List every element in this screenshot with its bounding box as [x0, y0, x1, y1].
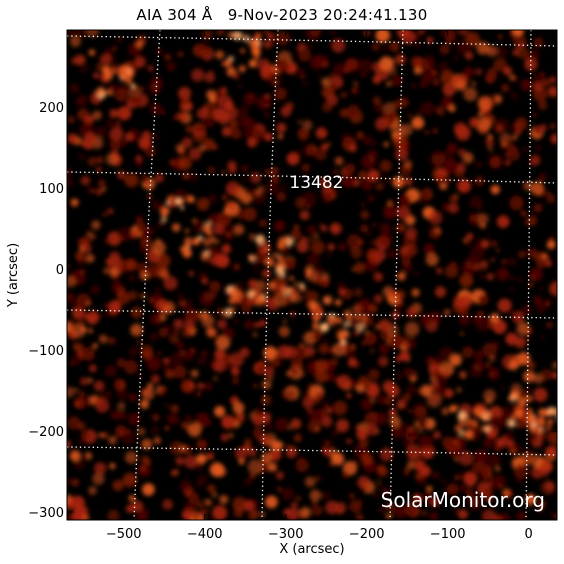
- solar-image: [67, 30, 557, 520]
- y-tick-label: 200: [39, 101, 64, 116]
- image-title: AIA 304 Å 9-Nov-2023 20:24:41.130: [136, 6, 428, 24]
- x-axis-label: X (arcsec): [279, 542, 344, 557]
- y-axis-ticks: 200 100 0 −100 −200 −300: [28, 101, 557, 521]
- x-tick-label: 0: [525, 527, 533, 542]
- latitude-line: [67, 309, 557, 319]
- y-tick-label: −300: [28, 506, 64, 521]
- y-tick-label: −100: [28, 344, 64, 359]
- x-tick-label: −100: [430, 527, 466, 542]
- longitude-line: [133, 30, 161, 520]
- plot-frame: [66, 29, 558, 521]
- x-axis-ticks: −500 −400 −300 −200 −100 0: [106, 30, 533, 542]
- y-tick-label: −200: [28, 425, 64, 440]
- latitude-line: [67, 171, 557, 184]
- chromosphere-texture: [67, 30, 557, 520]
- x-tick-label: −300: [268, 527, 304, 542]
- x-tick-label: −200: [349, 527, 385, 542]
- longitude-line: [525, 30, 532, 520]
- x-tick-label: −500: [106, 527, 142, 542]
- watermark: SolarMonitor.org: [381, 488, 545, 512]
- y-tick-label: 0: [56, 263, 64, 278]
- latitude-line: [67, 35, 557, 47]
- active-region-label: 13482: [289, 173, 343, 193]
- y-tick-label: 100: [39, 182, 64, 197]
- longitude-line: [389, 30, 404, 520]
- latitude-line: [67, 446, 557, 456]
- y-axis-label: Y (arcsec): [6, 243, 21, 308]
- x-tick-label: −400: [187, 527, 223, 542]
- longitude-line: [261, 30, 279, 520]
- coordinate-grid: [67, 30, 557, 520]
